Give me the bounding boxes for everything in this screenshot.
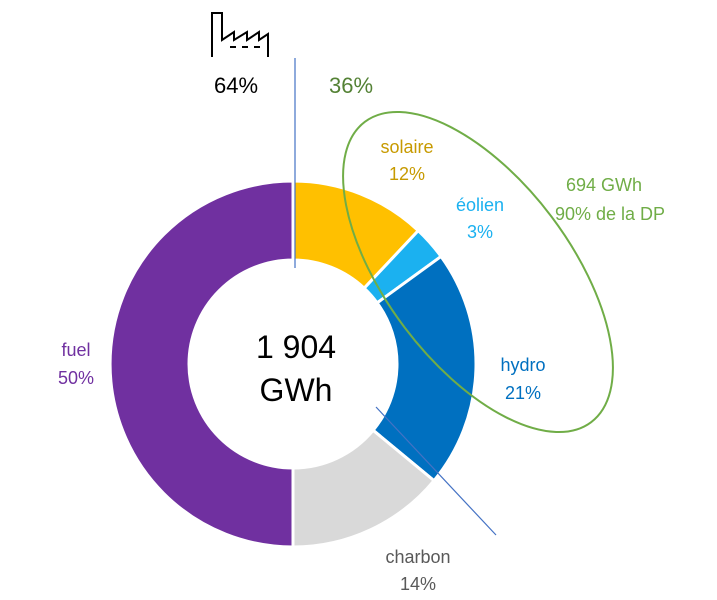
renewable-share-label: 36%: [329, 73, 373, 98]
slice-value-charbon: 14%: [400, 574, 436, 594]
slice-label-hydro: hydro: [500, 355, 545, 375]
slice-value-éolien: 3%: [467, 222, 493, 242]
slice-value-fuel: 50%: [58, 368, 94, 388]
factory-icon: [211, 12, 269, 57]
renewable-total-line1: 694 GWh: [566, 175, 642, 195]
slice-label-éolien: éolien: [456, 195, 504, 215]
slice-labels: solaire 12% éolien 3% hydro 21% charbon 14% fuel…: [58, 137, 546, 594]
donut-slices: [108, 179, 478, 549]
renewable-group-ellipse: [342, 110, 614, 434]
slice-label-fuel: fuel: [61, 340, 90, 360]
center-total-value: 1 904: [256, 329, 336, 365]
renewable-total-line2: 90% de la DP: [555, 204, 665, 224]
slice-label-charbon: charbon: [385, 547, 450, 567]
fossil-renewable-divider-lower: [375, 406, 497, 536]
slice-fuel: [108, 179, 295, 549]
slice-value-solaire: 12%: [389, 164, 425, 184]
slice-label-solaire: solaire: [380, 137, 433, 157]
fossil-share-label: 64%: [214, 73, 258, 98]
center-total-unit: GWh: [260, 372, 333, 408]
slice-value-hydro: 21%: [505, 383, 541, 403]
slice-hydro: [371, 254, 478, 483]
